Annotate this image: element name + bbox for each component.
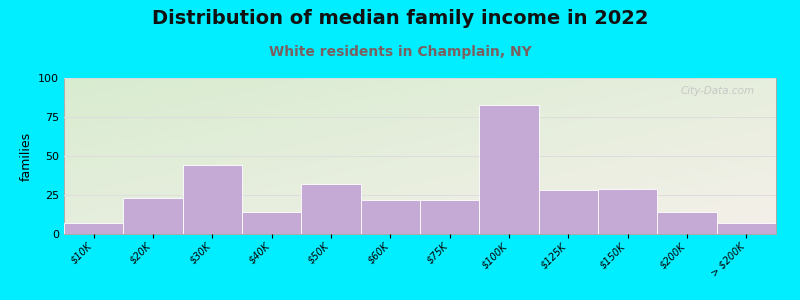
Bar <box>598 189 658 234</box>
Bar <box>64 223 123 234</box>
Bar <box>123 198 182 234</box>
Bar <box>479 104 538 234</box>
Bar <box>302 184 361 234</box>
Bar <box>420 200 479 234</box>
Bar <box>658 212 717 234</box>
Bar <box>717 223 776 234</box>
Bar <box>361 200 420 234</box>
Bar <box>538 190 598 234</box>
Bar <box>242 212 302 234</box>
Text: White residents in Champlain, NY: White residents in Champlain, NY <box>269 45 531 59</box>
Text: City-Data.com: City-Data.com <box>681 86 754 96</box>
Text: Distribution of median family income in 2022: Distribution of median family income in … <box>152 9 648 28</box>
Bar <box>182 165 242 234</box>
Y-axis label: families: families <box>19 131 33 181</box>
